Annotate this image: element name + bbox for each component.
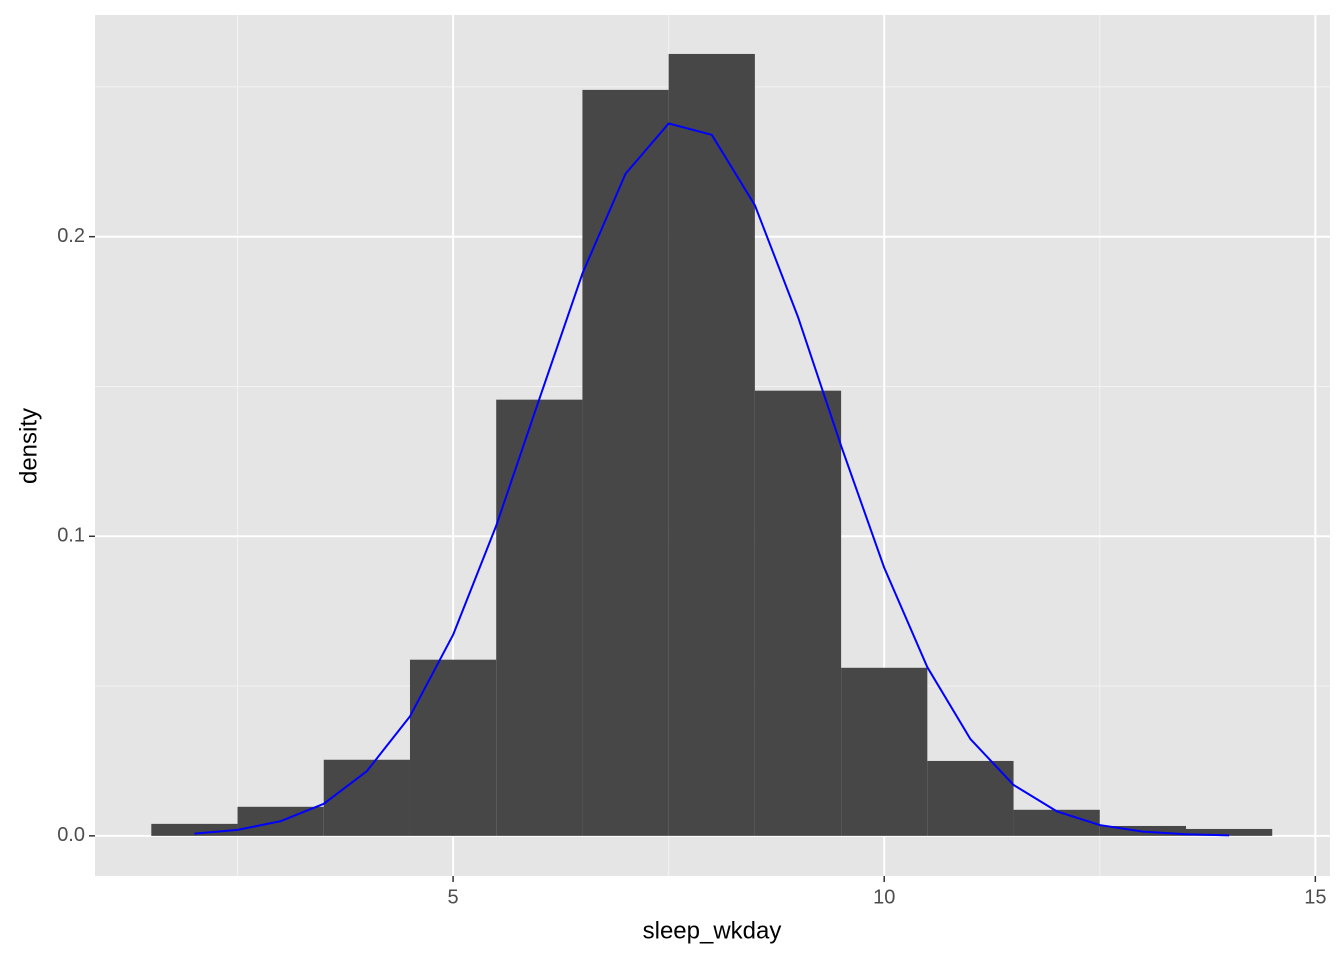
- bar: [668, 53, 755, 836]
- density-line: [194, 122, 1230, 837]
- bar: [582, 89, 669, 836]
- bar: [754, 390, 842, 836]
- bar: [1013, 809, 1100, 836]
- bar: [151, 823, 238, 836]
- y-tick-label: 0.0: [57, 824, 85, 846]
- x-tick-label: 15: [1304, 886, 1326, 908]
- bar: [1186, 828, 1273, 836]
- bar: [409, 659, 497, 836]
- bar: [927, 760, 1014, 836]
- y-tick-label: 0.1: [57, 525, 85, 547]
- bar: [841, 667, 928, 836]
- bar: [323, 759, 410, 836]
- y-axis-title: density: [15, 408, 42, 484]
- x-axis-title: sleep_wkday: [643, 917, 782, 944]
- y-tick-label: 0.2: [57, 225, 85, 247]
- x-tick-label: 10: [873, 886, 895, 908]
- x-tick-label: 5: [448, 886, 459, 908]
- bar: [496, 399, 583, 836]
